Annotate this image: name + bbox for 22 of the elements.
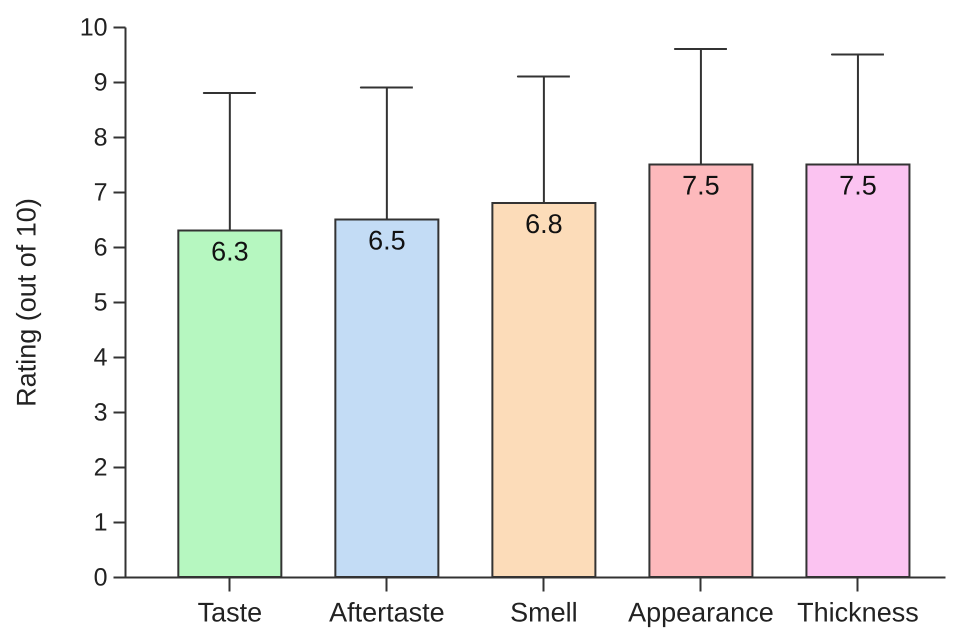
y-tick-label: 0 xyxy=(94,564,108,592)
y-tick-label: 4 xyxy=(94,344,108,372)
data-label: 6.3 xyxy=(211,236,249,266)
y-tick-label: 1 xyxy=(94,508,108,536)
x-tick-label: Appearance xyxy=(628,598,774,628)
x-tick-label: Taste xyxy=(198,598,262,628)
y-tick-label: 3 xyxy=(94,398,108,426)
y-tick-label: 6 xyxy=(94,234,108,262)
data-label: 6.5 xyxy=(368,226,406,256)
x-tick-label: Smell xyxy=(510,598,578,628)
y-tick-label: 10 xyxy=(80,14,108,42)
y-tick-label: 2 xyxy=(94,454,108,482)
y-tick-label: 7 xyxy=(94,178,108,206)
y-tick-label: 5 xyxy=(94,288,108,316)
y-tick-label: 9 xyxy=(94,68,108,96)
data-label: 6.8 xyxy=(525,209,563,239)
x-tick-label: Aftertaste xyxy=(329,598,445,628)
x-tick-label: Thickness xyxy=(797,598,919,628)
y-axis-title: Rating (out of 10) xyxy=(12,198,42,407)
y-tick-label: 8 xyxy=(94,124,108,152)
data-label: 7.5 xyxy=(839,170,877,200)
data-label: 7.5 xyxy=(682,170,720,200)
